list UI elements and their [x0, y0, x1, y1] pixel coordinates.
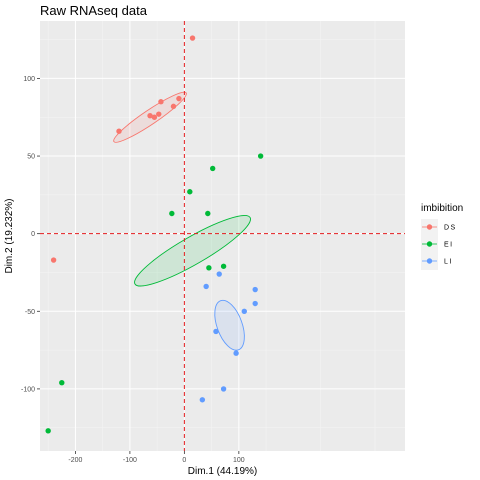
- x-axis-title: Dim.1 (44.19%): [188, 466, 257, 477]
- point-li: [252, 300, 258, 307]
- legend-key-point: [426, 241, 433, 247]
- reference-lines: [40, 21, 405, 451]
- legend-label-li: LI: [444, 259, 453, 266]
- legend-key-point: [426, 224, 433, 230]
- y-tick-label: -50: [25, 309, 35, 316]
- ellipse-ei: [134, 215, 251, 287]
- legend-label-ds: DS: [444, 225, 457, 232]
- point-ds: [170, 103, 177, 110]
- plot-panel: [40, 21, 405, 451]
- point-ds: [50, 257, 57, 263]
- point-li: [252, 286, 258, 293]
- point-ds: [156, 111, 162, 117]
- point-ei: [220, 263, 227, 269]
- y-tick-label: 0: [31, 231, 35, 238]
- point-ds: [116, 128, 122, 134]
- point-ds: [158, 99, 164, 105]
- point-ei: [59, 379, 65, 386]
- y-axis-title: Dim.2 (19.232%): [4, 198, 15, 273]
- point-li: [220, 386, 227, 392]
- legend-label-ei: EI: [444, 242, 454, 249]
- point-ds: [147, 112, 153, 119]
- point-ds: [176, 95, 182, 102]
- chart-title: Raw RNAseq data: [40, 3, 148, 18]
- point-ei: [257, 153, 264, 159]
- point-ei: [169, 210, 175, 217]
- point-li: [199, 397, 206, 403]
- y-tick-label: -100: [21, 386, 35, 393]
- y-tick-label: 100: [23, 76, 35, 83]
- x-tick-label: 0: [182, 457, 186, 464]
- point-ei: [205, 210, 211, 217]
- y-axis: -100 -50 0 50 100: [21, 76, 40, 393]
- x-axis: -200 -100 0 100: [68, 451, 245, 464]
- point-li: [233, 350, 239, 356]
- legend-title: imbibition: [421, 203, 463, 214]
- point-ei: [206, 265, 212, 271]
- point-li: [216, 271, 222, 277]
- point-ds: [189, 35, 196, 41]
- point-ds: [151, 114, 158, 120]
- grid-minor: [40, 21, 405, 451]
- point-ei: [209, 165, 216, 172]
- x-tick-label: 100: [233, 457, 245, 464]
- x-tick-label: -200: [68, 457, 82, 464]
- data-points: [45, 35, 264, 434]
- point-ei: [187, 189, 193, 195]
- point-ei: [45, 428, 51, 434]
- legend: imbibition DS EI LI: [421, 203, 463, 270]
- point-li: [241, 308, 247, 314]
- point-li: [213, 328, 219, 335]
- point-li: [203, 283, 209, 290]
- legend-key-point: [426, 258, 433, 264]
- x-tick-label: -100: [123, 457, 137, 464]
- y-tick-label: 50: [27, 154, 35, 161]
